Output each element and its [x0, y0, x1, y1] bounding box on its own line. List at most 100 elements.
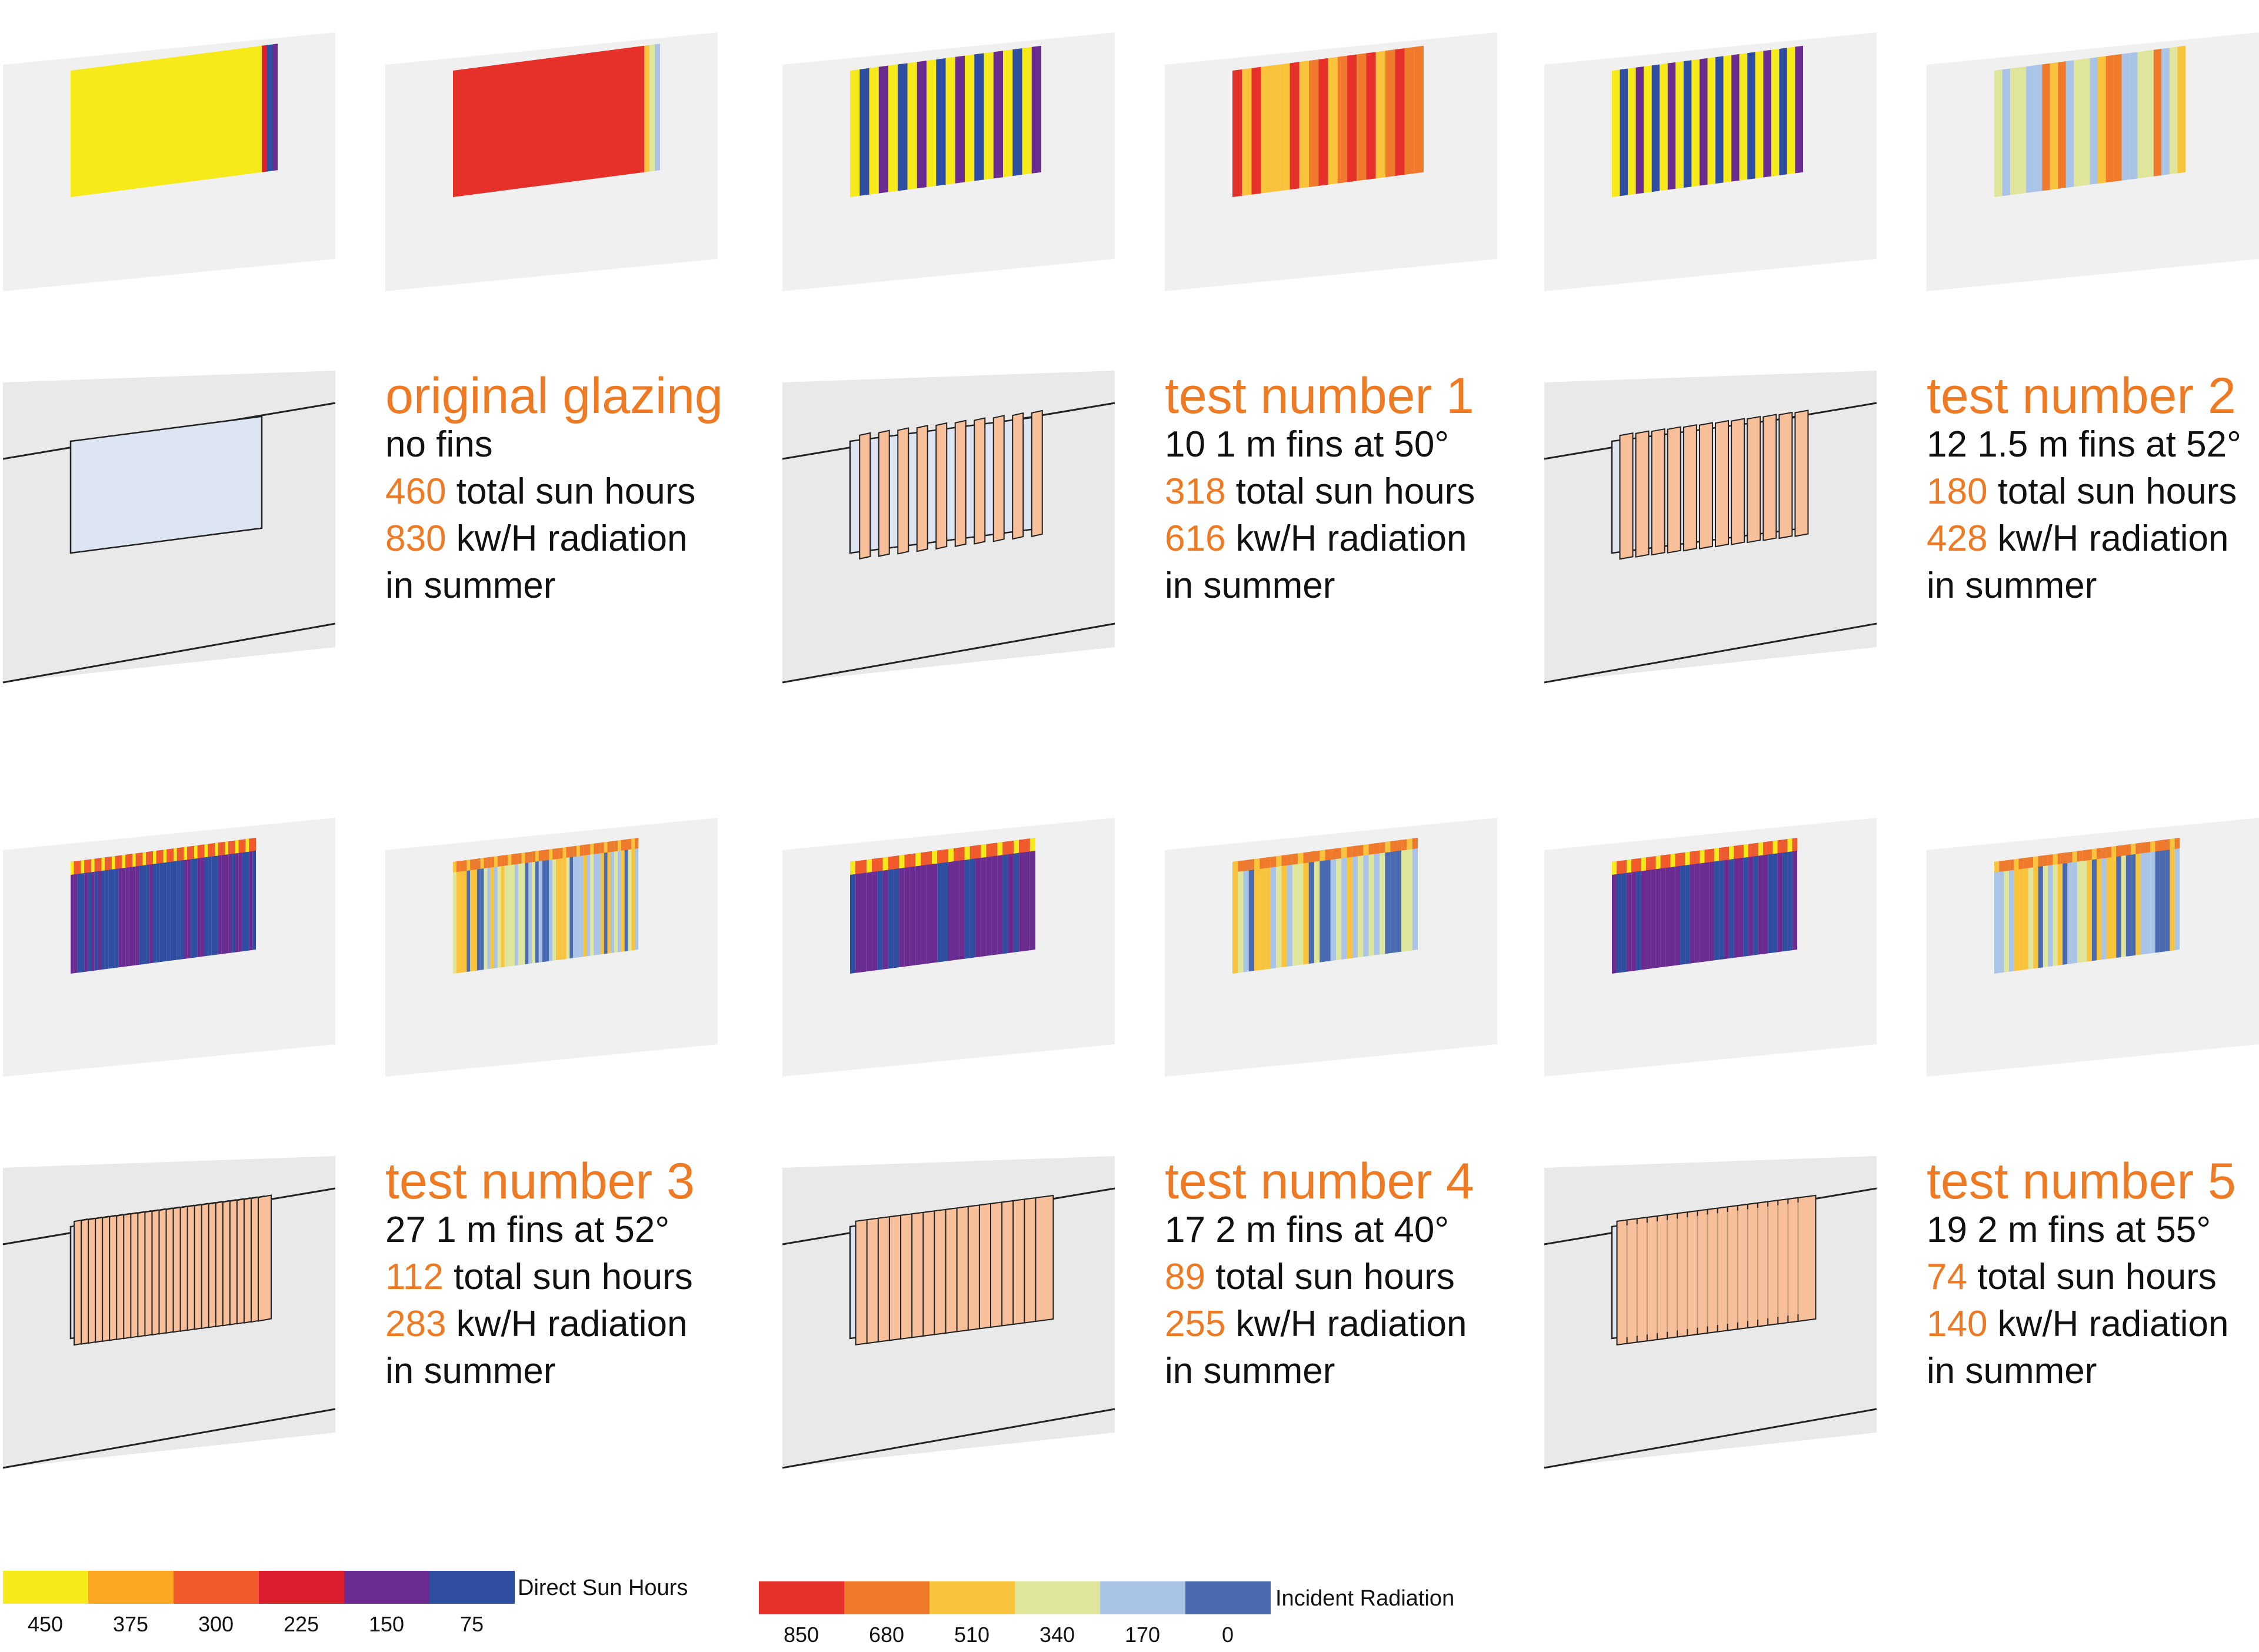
- analysis-strip: [545, 849, 549, 962]
- radiation-line: 283 kw/H radiation: [385, 1306, 688, 1343]
- analysis-strip-top: [515, 853, 518, 865]
- analysis-strip: [487, 857, 491, 970]
- analysis-strip-top: [2057, 852, 2063, 864]
- season-line: in summer: [1927, 1353, 2097, 1390]
- season-line: in summer: [1165, 1353, 1335, 1390]
- analysis-strip: [2018, 858, 2024, 971]
- analysis-strip: [159, 850, 164, 962]
- analysis-strip-top: [480, 858, 484, 869]
- analysis-strip-top: [1690, 851, 1695, 865]
- analysis-strip: [2048, 854, 2053, 967]
- analysis-strip-top: [1651, 856, 1656, 870]
- analysis-strip: [508, 854, 512, 967]
- analysis-strip-top: [1617, 860, 1622, 874]
- analysis-strip: [1660, 63, 1668, 191]
- analysis-strip: [1380, 842, 1385, 955]
- season-line: in summer: [1165, 568, 1335, 604]
- analysis-strip: [463, 860, 467, 972]
- text-part: in summer: [385, 565, 556, 606]
- analysis-strip: [94, 858, 98, 971]
- analysis-strip-top: [621, 840, 625, 851]
- test-title: test number 4: [1165, 1156, 1474, 1207]
- analysis-strip: [1747, 52, 1755, 180]
- analysis-strip: [515, 853, 518, 966]
- analysis-strip: [655, 44, 660, 171]
- analysis-strip-top: [2165, 839, 2170, 851]
- analysis-strip-top: [997, 842, 1003, 856]
- analysis-strip: [2101, 847, 2107, 960]
- analysis-strip-top: [981, 844, 987, 858]
- analysis-strip-top: [166, 849, 171, 862]
- analysis-strip: [156, 850, 160, 963]
- analysis-strip-top: [2038, 855, 2043, 867]
- analysis-strip-top: [1724, 847, 1729, 861]
- analysis-strip-top: [969, 845, 976, 860]
- analysis-strip-top: [1254, 858, 1260, 870]
- analysis-strip: [942, 849, 948, 962]
- analysis-strip-top: [208, 843, 212, 857]
- analysis-strip: [2155, 840, 2160, 953]
- analysis-strip-top: [921, 852, 927, 866]
- analysis-strip: [624, 839, 628, 952]
- analysis-strip: [2081, 58, 2090, 186]
- radiation-line: 616 kw/H radiation: [1165, 521, 1467, 557]
- analysis-strip-top: [556, 848, 559, 860]
- analysis-strip-top: [2063, 852, 2068, 864]
- analysis-strip: [597, 842, 601, 955]
- analysis-strip: [2008, 859, 2014, 972]
- analysis-strip: [869, 66, 879, 195]
- analysis-strip: [262, 45, 267, 172]
- analysis-strip: [208, 843, 212, 956]
- analysis-strip-top: [1019, 839, 1025, 853]
- analysis-strip-top: [84, 860, 88, 873]
- analysis-strip-top: [628, 838, 632, 850]
- analysis-strip-top: [204, 844, 208, 858]
- analysis-strip: [587, 844, 591, 957]
- analysis-strip: [855, 860, 861, 973]
- analysis-strip: [1636, 858, 1641, 971]
- analysis-strip: [635, 838, 638, 950]
- analysis-strip: [1281, 854, 1287, 968]
- analysis-strip-top: [866, 859, 872, 873]
- analysis-strip: [1768, 841, 1773, 954]
- analysis-strip-top: [894, 855, 899, 870]
- analysis-strip: [1628, 67, 1636, 195]
- analysis-strip: [1617, 860, 1622, 973]
- analysis-strip-top: [1612, 861, 1617, 875]
- analysis-strip: [2116, 845, 2121, 958]
- analysis-strip-top: [635, 838, 638, 849]
- analysis-strip: [965, 54, 975, 182]
- legend-tick: 170: [1124, 1623, 1161, 1647]
- analysis-strip-top: [1380, 842, 1385, 854]
- analysis-strip: [1243, 860, 1249, 972]
- analysis-strip-top: [2014, 858, 2019, 870]
- analysis-strip-top: [2048, 854, 2053, 866]
- analysis-strip-top: [590, 843, 594, 855]
- analysis-strip: [573, 845, 577, 958]
- analysis-strip: [453, 45, 644, 197]
- analysis-strip: [552, 848, 556, 961]
- analysis-strip: [2082, 850, 2087, 962]
- sun-hours-line: 89 total sun hours: [1165, 1259, 1455, 1295]
- analysis-strip: [1358, 845, 1364, 958]
- analysis-strip-top: [125, 854, 129, 868]
- analysis-strip: [2010, 67, 2018, 195]
- analysis-strip: [1276, 855, 1282, 968]
- analysis-strip: [267, 44, 272, 172]
- analysis-strip: [2042, 63, 2050, 191]
- fin: [1778, 411, 1793, 539]
- analysis-strip: [1232, 861, 1238, 974]
- analysis-strip-top: [2018, 858, 2024, 870]
- floor-line: [1544, 1408, 1877, 1469]
- analysis-strip: [491, 856, 494, 969]
- analysis-strip: [2063, 852, 2068, 965]
- analysis-strip-top: [1336, 847, 1342, 860]
- analysis-strip: [180, 847, 184, 960]
- analysis-strip: [1641, 857, 1647, 970]
- analysis-strip: [948, 848, 954, 961]
- analysis-strip-top: [1368, 843, 1374, 855]
- analysis-strip: [1280, 63, 1290, 191]
- analysis-strip: [1328, 56, 1338, 185]
- analysis-strip-top: [872, 858, 878, 872]
- analysis-strip: [1401, 839, 1407, 952]
